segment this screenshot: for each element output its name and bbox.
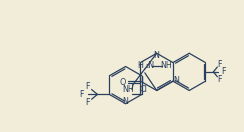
Text: F: F <box>79 90 84 99</box>
Text: N: N <box>173 76 179 85</box>
Text: F: F <box>217 75 222 84</box>
Text: N: N <box>123 97 129 106</box>
Text: F: F <box>85 98 90 107</box>
Text: H: H <box>137 62 143 70</box>
Text: NH: NH <box>122 85 134 94</box>
Text: F: F <box>221 67 225 76</box>
Text: F: F <box>217 60 222 69</box>
Text: ₂N: ₂N <box>146 62 155 70</box>
Text: N: N <box>153 51 159 60</box>
Text: F: F <box>85 82 90 91</box>
Text: Cl: Cl <box>140 85 148 94</box>
Text: NH: NH <box>161 62 173 70</box>
Text: O: O <box>120 78 126 87</box>
